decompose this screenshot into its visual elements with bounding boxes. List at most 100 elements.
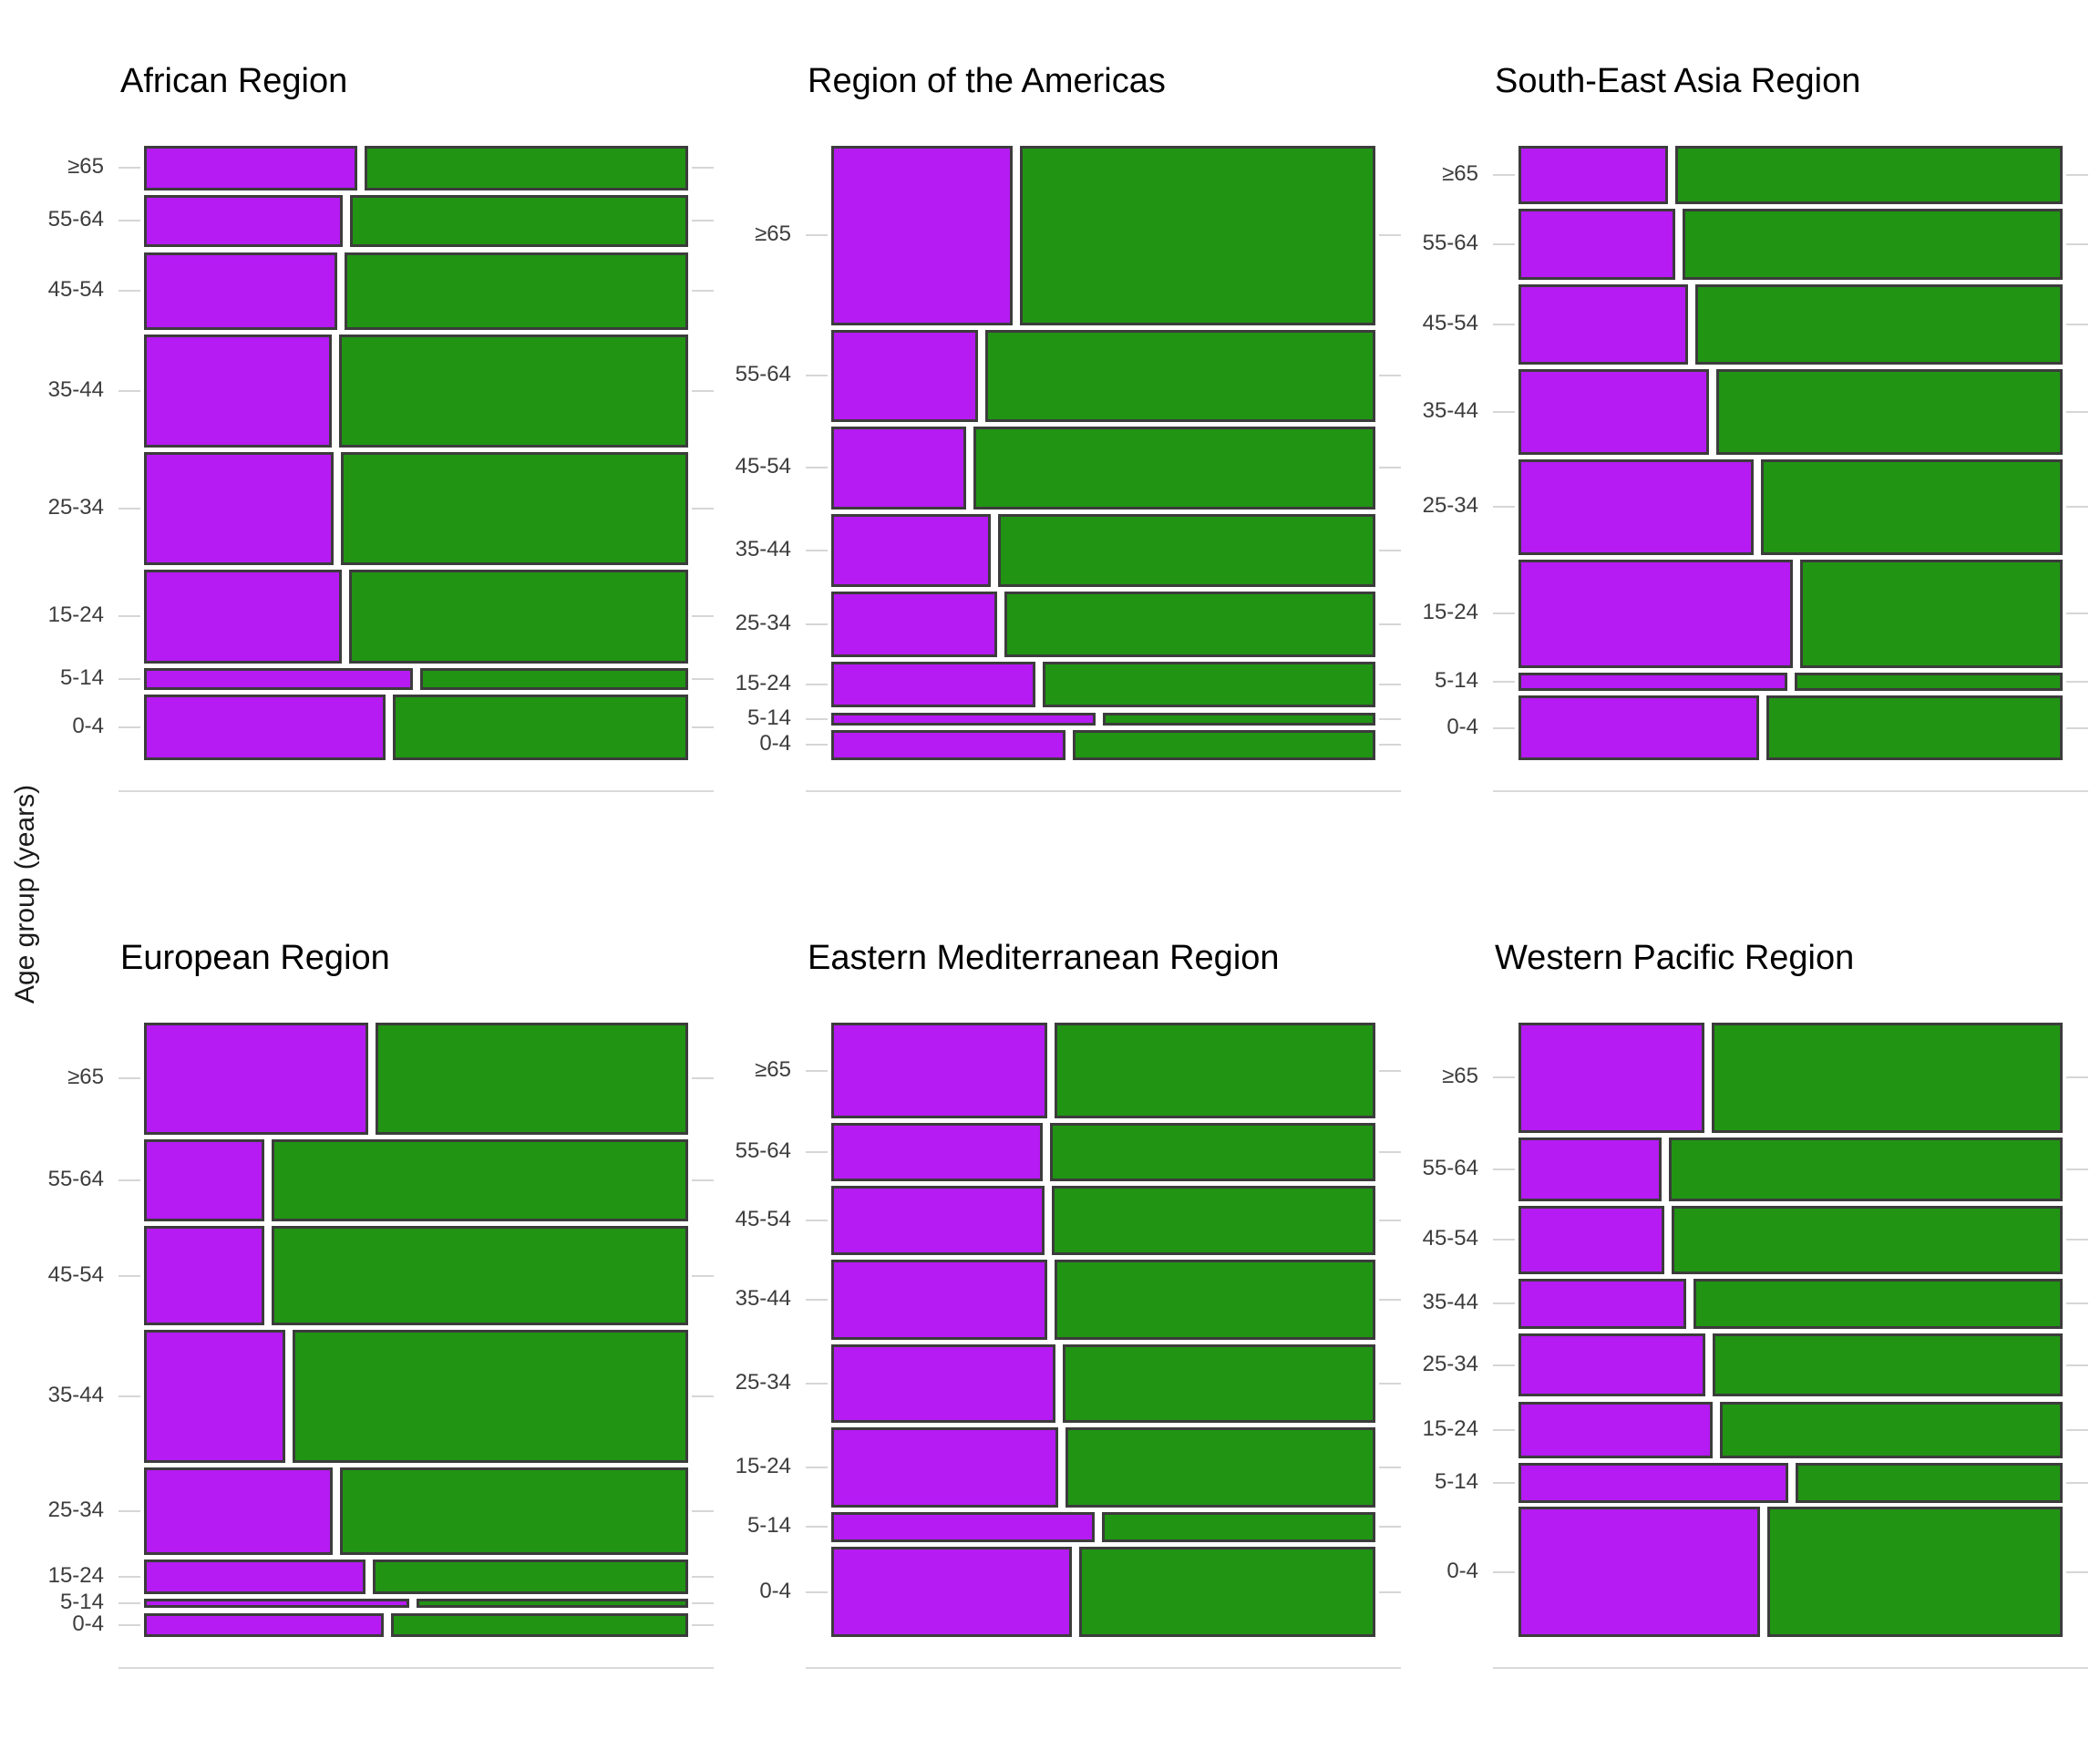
gridline-stub-right	[692, 507, 714, 510]
right-green-segment	[1800, 559, 2063, 668]
left-purple-segment	[144, 1612, 384, 1637]
tick-label: 35-44	[735, 536, 791, 561]
gridline-stub-left	[806, 1466, 828, 1468]
right-green-segment	[348, 570, 688, 664]
gridline-stub-right	[2066, 1302, 2088, 1305]
tick-label: 35-44	[735, 1286, 791, 1312]
right-green-segment	[373, 1560, 688, 1594]
gridline-stub-right	[2066, 506, 2088, 509]
gridline-stub-left	[806, 717, 828, 720]
gridline-stub-left	[1493, 1364, 1515, 1366]
right-green-segment	[1716, 369, 2063, 456]
right-green-segment	[1101, 1511, 1375, 1543]
left-purple-segment	[831, 146, 1013, 325]
gridline-stub-left	[1493, 1302, 1515, 1305]
gridline-stub-right	[692, 1623, 714, 1626]
tick-label: ≥65	[755, 221, 791, 247]
left-purple-segment	[831, 514, 991, 587]
left-purple-segment	[1518, 1206, 1664, 1274]
left-purple-segment	[144, 451, 334, 566]
tick-label: 5-14	[59, 1590, 104, 1615]
right-green-segment	[1065, 1426, 1375, 1508]
tick-label: 45-54	[47, 1261, 104, 1287]
panel-title: European Region	[120, 939, 390, 977]
age-row: 45-54	[1423, 1206, 2088, 1274]
gridline-stub-left	[1493, 506, 1515, 509]
gridline-stub-right	[692, 389, 714, 392]
tick-label: 55-64	[1422, 231, 1478, 256]
left-purple-segment	[1518, 146, 1668, 205]
right-green-segment	[419, 667, 688, 691]
gridline-stub-right	[1379, 375, 1401, 377]
gridline-stub-left	[118, 677, 140, 680]
left-purple-segment	[1518, 559, 1794, 668]
age-row: 55-64	[48, 1138, 714, 1221]
left-purple-segment	[1518, 672, 1788, 692]
age-row: ≥65	[755, 1023, 1401, 1119]
left-purple-segment	[1518, 1278, 1687, 1329]
tick-label: 55-64	[1422, 1155, 1478, 1180]
left-purple-segment	[831, 1123, 1044, 1181]
gridline-stub-right	[2066, 324, 2088, 326]
gridline-stub-right	[692, 615, 714, 618]
age-row: 35-44	[1423, 369, 2088, 456]
gridline-stub-left	[806, 467, 828, 469]
gridline-stub-right	[1379, 717, 1401, 720]
tick-label: 25-34	[735, 1369, 791, 1395]
gridline-stub-left	[118, 1077, 140, 1080]
age-row: 55-64	[1423, 1137, 2088, 1202]
left-purple-segment	[831, 1185, 1045, 1256]
left-purple-segment	[144, 194, 344, 248]
left-purple-segment	[144, 695, 386, 760]
right-green-segment	[1712, 1333, 2063, 1397]
left-purple-segment	[1518, 1507, 1761, 1637]
age-row: 25-34	[1423, 1333, 2088, 1397]
gridline-stub-right	[2066, 726, 2088, 729]
left-purple-segment	[144, 1023, 369, 1135]
gridline-stub-left	[1493, 1239, 1515, 1241]
gridline-stub-left	[806, 234, 828, 237]
tick-label: 25-34	[47, 494, 104, 520]
tick-label: 5-14	[746, 705, 791, 730]
gridline-stub-left	[1493, 324, 1515, 326]
right-green-segment	[271, 1138, 688, 1221]
gridline-stub-right	[1379, 1150, 1401, 1153]
tick-label: 45-54	[1422, 311, 1478, 336]
right-green-segment	[339, 335, 688, 448]
tick-label: 0-4	[72, 713, 104, 738]
gridline-stub-left	[806, 1299, 828, 1302]
gridline-stub-left	[118, 1576, 140, 1579]
gridline-stub-right	[2066, 1570, 2088, 1573]
tick-label: 15-24	[735, 671, 791, 696]
gridline-stub-left	[118, 290, 140, 293]
tick-label: 25-34	[47, 1497, 104, 1522]
gridline-stub-right	[2066, 1076, 2088, 1079]
age-row: 5-14	[747, 1511, 1401, 1543]
panel-title: Western Pacific Region	[1495, 939, 1855, 977]
left-purple-segment	[831, 426, 967, 510]
tick-label: 5-14	[1434, 667, 1478, 693]
age-row: 0-4	[1446, 1507, 2088, 1637]
gridline-stub-left	[806, 1069, 828, 1072]
age-row: 0-4	[1446, 695, 2088, 760]
right-green-segment	[1720, 1401, 2063, 1458]
age-row: 15-24	[736, 661, 1401, 708]
gridline-stub-right	[1379, 623, 1401, 625]
gridline-stub-right	[1379, 1590, 1401, 1593]
age-row: ≥65	[67, 146, 714, 190]
left-purple-segment	[144, 570, 342, 664]
left-purple-segment	[1518, 209, 1676, 281]
gridline-stub-right	[2066, 1364, 2088, 1366]
gridline-stub-left	[806, 375, 828, 377]
right-green-segment	[1767, 1507, 2063, 1637]
right-green-segment	[1103, 712, 1375, 726]
tick-label: 15-24	[1422, 600, 1478, 625]
tick-label: 15-24	[1422, 1415, 1478, 1441]
panel-western-pacific-region: Western Pacific Region ≥65 55-64 45-54 35-4…	[1423, 939, 2088, 1669]
left-purple-segment	[144, 1330, 285, 1463]
gridline-stub-right	[1379, 1466, 1401, 1468]
right-green-segment	[997, 514, 1375, 587]
tick-label: 15-24	[47, 602, 104, 628]
right-green-segment	[973, 426, 1375, 510]
gridline-stub-left	[118, 726, 140, 729]
